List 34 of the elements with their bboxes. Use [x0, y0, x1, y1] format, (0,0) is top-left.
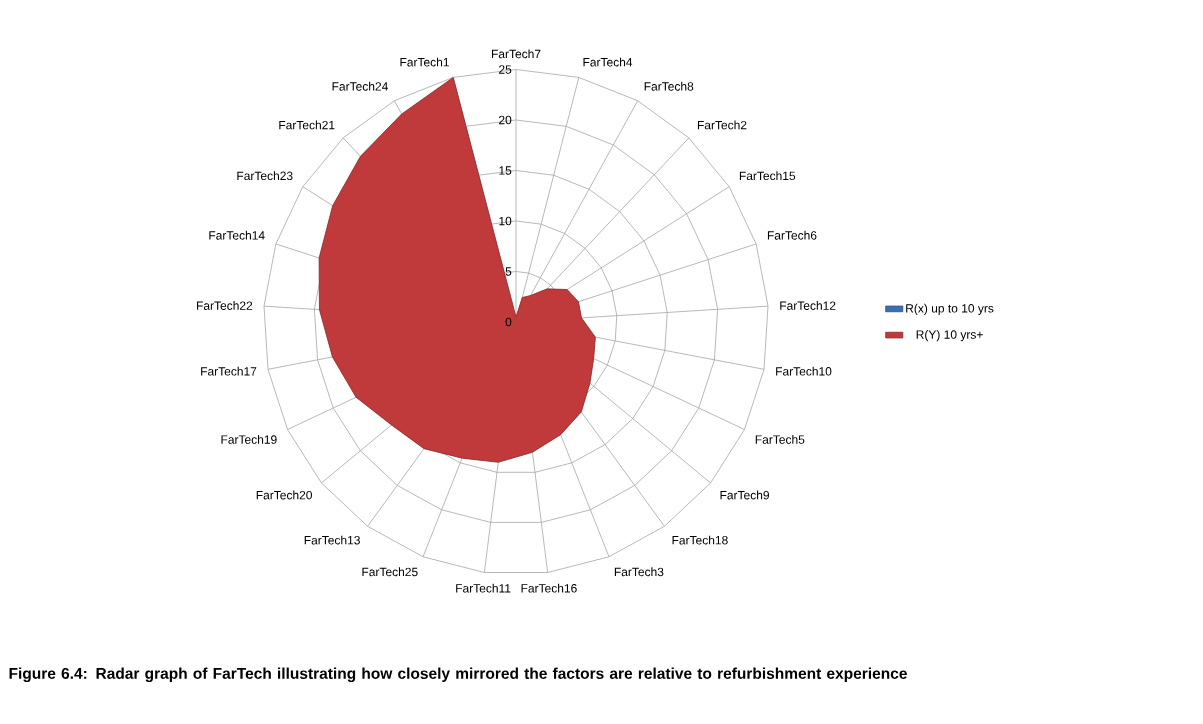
y-tick-label: 20: [499, 115, 512, 125]
y-tick-label: 0: [505, 317, 512, 327]
legend-label: R(Y) 10 yrs+: [916, 330, 983, 342]
spoke-label: FarTech11: [456, 583, 511, 593]
y-tick-label: 25: [499, 65, 512, 74]
spoke-label: FarTech24: [332, 81, 388, 91]
legend-label: R(x) up to 10 yrs: [906, 303, 994, 315]
spoke-label: FarTech19: [221, 435, 277, 444]
spoke-label: FarTech14: [209, 230, 265, 240]
y-tick-label: 15: [499, 166, 512, 175]
spoke-label: FarTech12: [780, 301, 836, 310]
spoke-label: FarTech3: [614, 567, 664, 577]
y-tick-label: 5: [505, 267, 512, 276]
spoke-label: FarTech6: [767, 230, 817, 240]
spoke-label: FarTech4: [583, 57, 633, 67]
spoke-label: FarTech1: [400, 57, 449, 67]
text: Figure 6.4: Radar graph of FarTech illustrating how closely mirrored the factors are relative to refurbishment experience: [9, 667, 907, 683]
spoke-label: FarTech15: [739, 171, 796, 181]
spoke-label: FarTech7: [491, 49, 541, 59]
spoke-label: FarTech21: [279, 120, 335, 130]
spoke-label: FarTech9: [720, 490, 769, 500]
spoke-label: FarTech13: [304, 535, 360, 545]
spoke-label: FarTech23: [237, 171, 293, 181]
y-tick-label: 10: [499, 216, 512, 226]
spoke-label: FarTech22: [197, 301, 253, 310]
spoke-label: FarTech20: [256, 490, 313, 500]
spoke-label: FarTech18: [672, 535, 728, 545]
spoke-label: FarTech16: [521, 583, 577, 593]
spoke-label: FarTech8: [644, 81, 694, 91]
spoke-label: FarTech17: [201, 366, 257, 376]
spoke-label: FarTech2: [697, 120, 747, 130]
spoke-label: FarTech5: [755, 435, 805, 444]
spoke-label: FarTech25: [362, 567, 418, 577]
spoke-label: FarTech10: [776, 366, 832, 376]
